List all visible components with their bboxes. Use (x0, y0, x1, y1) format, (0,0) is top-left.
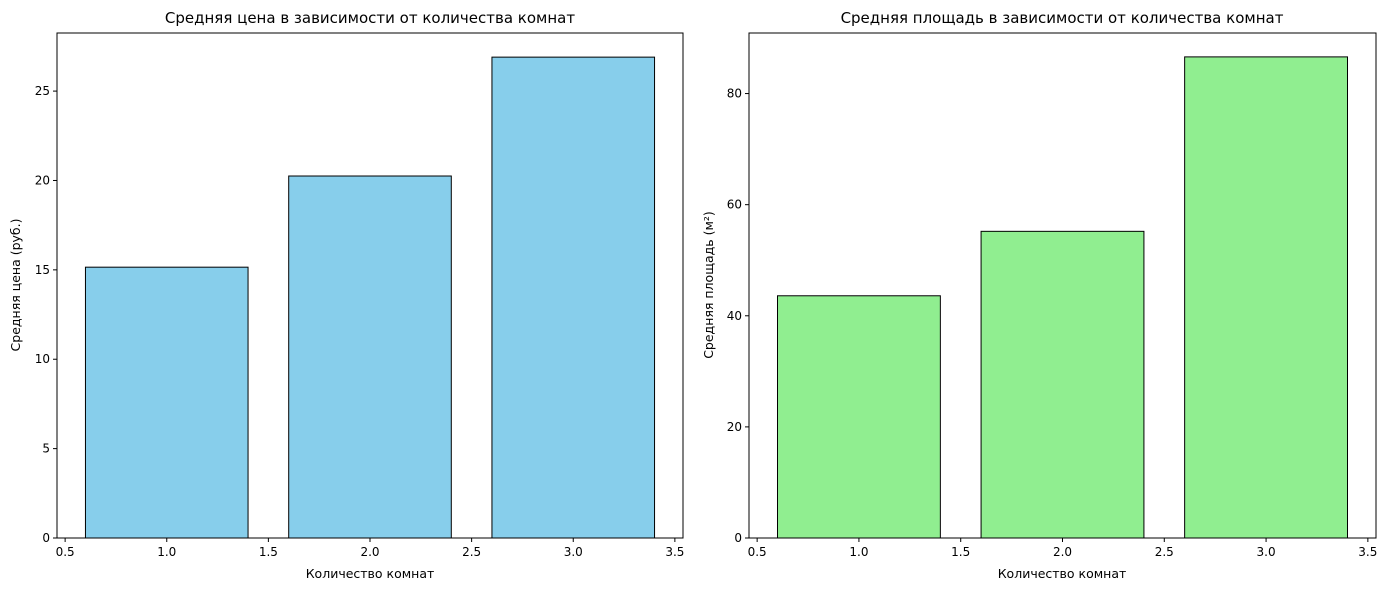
x-tick-label: 2.0 (360, 545, 379, 559)
y-tick-label: 0 (42, 531, 50, 545)
y-tick-label: 25 (35, 84, 50, 98)
y-tick-label: 20 (727, 420, 742, 434)
x-tick-label: 0.5 (56, 545, 75, 559)
x-tick-label: 3.5 (665, 545, 684, 559)
x-tick-label: 3.0 (1257, 545, 1276, 559)
y-tick-label: 0 (734, 531, 742, 545)
bar-3 (491, 56, 656, 539)
y-tick-label: 60 (727, 198, 742, 212)
y-tick-label: 80 (727, 87, 742, 101)
y-axis-label: Средняя площадь (м²) (701, 211, 716, 359)
bar-1 (777, 295, 941, 539)
x-axis-label: Количество комнат (306, 566, 435, 581)
x-tick-label: 1.0 (157, 545, 176, 559)
bar-3 (1184, 56, 1348, 539)
x-tick-label: 0.5 (748, 545, 767, 559)
y-tick-label: 40 (727, 309, 742, 323)
bar-2 (288, 175, 452, 539)
x-tick-label: 1.5 (951, 545, 970, 559)
price-chart: Средняя цена в зависимости от количества… (8, 9, 684, 581)
y-tick-label: 20 (35, 173, 50, 187)
chart-title: Средняя площадь в зависимости от количес… (841, 9, 1284, 27)
chart-title: Средняя цена в зависимости от количества… (165, 9, 575, 27)
x-tick-label: 3.5 (1358, 545, 1377, 559)
x-tick-label: 3.0 (564, 545, 583, 559)
x-tick-label: 2.0 (1053, 545, 1072, 559)
y-axis-label: Средняя цена (руб.) (8, 219, 23, 352)
x-axis-ticks: 0.5 1.0 1.5 2.0 2.5 3.0 3.5 (56, 538, 684, 559)
x-axis-label: Количество комнат (998, 566, 1127, 581)
area-chart: Средняя площадь в зависимости от количес… (701, 9, 1377, 581)
x-axis-ticks: 0.5 1.0 1.5 2.0 2.5 3.0 3.5 (748, 538, 1377, 559)
y-tick-label: 10 (35, 352, 50, 366)
bars (84, 56, 656, 539)
bar-1 (84, 266, 249, 539)
y-axis-ticks: 0 5 10 15 20 25 (35, 84, 57, 545)
x-tick-label: 1.0 (849, 545, 868, 559)
bar-2 (980, 230, 1145, 539)
y-axis-ticks: 0 20 40 60 80 (727, 87, 749, 545)
y-tick-label: 15 (35, 263, 50, 277)
x-tick-label: 2.5 (462, 545, 481, 559)
y-tick-label: 5 (42, 442, 50, 456)
x-tick-label: 1.5 (259, 545, 278, 559)
bars (777, 56, 1348, 539)
x-tick-label: 2.5 (1155, 545, 1174, 559)
